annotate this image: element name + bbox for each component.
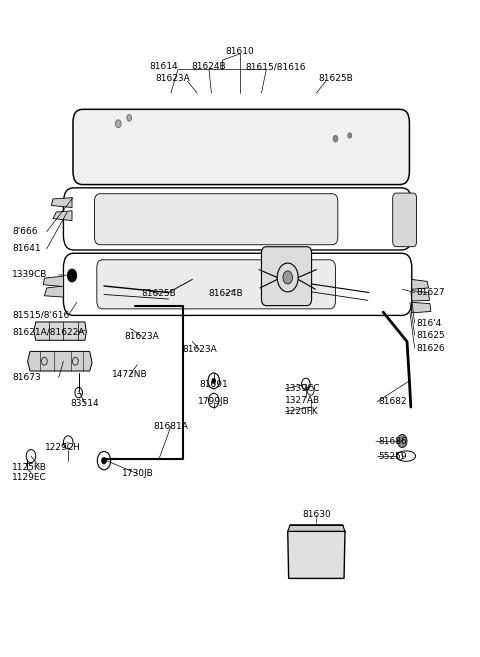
Text: 1472NB: 1472NB [112, 370, 148, 379]
FancyBboxPatch shape [393, 193, 417, 247]
Circle shape [116, 120, 121, 127]
Circle shape [397, 434, 407, 447]
Text: 81615/81616: 81615/81616 [246, 62, 306, 72]
Text: 1229CH: 1229CH [45, 443, 80, 452]
Text: 81627: 81627 [417, 288, 445, 297]
FancyBboxPatch shape [97, 260, 336, 309]
Text: 81624B: 81624B [192, 62, 226, 72]
Polygon shape [412, 279, 429, 289]
Text: 1125KB: 1125KB [12, 463, 47, 472]
Polygon shape [412, 290, 430, 301]
Text: 81626: 81626 [417, 344, 445, 353]
Circle shape [348, 133, 352, 138]
Text: 81641: 81641 [12, 244, 40, 253]
Text: 81686: 81686 [378, 437, 407, 446]
Polygon shape [28, 351, 92, 371]
Text: 81621A/81622A: 81621A/81622A [12, 327, 84, 336]
Text: 816'4: 816'4 [417, 319, 442, 328]
Text: 81614: 81614 [149, 62, 178, 72]
Polygon shape [51, 198, 72, 208]
Circle shape [333, 135, 338, 142]
Text: 1339CB: 1339CB [12, 270, 47, 279]
Text: 81673: 81673 [12, 373, 41, 382]
Text: 81625B: 81625B [318, 74, 353, 83]
FancyBboxPatch shape [262, 247, 312, 306]
Text: 1327AB: 1327AB [285, 396, 321, 405]
Text: 81515/8'616: 81515/8'616 [12, 311, 69, 320]
Text: 81623A: 81623A [182, 345, 217, 354]
Polygon shape [34, 322, 86, 340]
Text: 81625B: 81625B [142, 289, 176, 298]
Polygon shape [288, 525, 345, 532]
Text: 8'666: 8'666 [12, 227, 37, 236]
Text: 81682: 81682 [378, 397, 407, 406]
Text: 81624B: 81624B [208, 289, 243, 298]
Circle shape [283, 271, 292, 284]
Text: 1730JB: 1730JB [121, 469, 153, 478]
Circle shape [102, 457, 107, 464]
Text: 1339CC: 1339CC [285, 384, 321, 393]
Circle shape [67, 269, 77, 282]
Text: 81625: 81625 [417, 330, 445, 340]
Text: 55259: 55259 [378, 451, 407, 461]
FancyBboxPatch shape [95, 194, 338, 245]
Polygon shape [288, 532, 345, 578]
Polygon shape [44, 286, 63, 297]
Text: 81623A: 81623A [125, 332, 159, 341]
Polygon shape [412, 302, 431, 313]
Circle shape [212, 378, 216, 384]
Text: 83514: 83514 [71, 399, 99, 408]
Circle shape [127, 114, 132, 121]
Text: 81681A: 81681A [154, 422, 188, 431]
Text: 1799JB: 1799JB [198, 397, 229, 406]
Text: 81623A: 81623A [156, 74, 191, 83]
FancyBboxPatch shape [73, 109, 409, 185]
Polygon shape [53, 211, 72, 221]
Text: 81630: 81630 [302, 510, 331, 520]
Text: 81691: 81691 [199, 380, 228, 388]
Text: 81610: 81610 [226, 47, 254, 56]
Text: 1129EC: 1129EC [12, 473, 47, 482]
Text: 1220FK: 1220FK [285, 407, 319, 416]
Polygon shape [43, 276, 63, 286]
